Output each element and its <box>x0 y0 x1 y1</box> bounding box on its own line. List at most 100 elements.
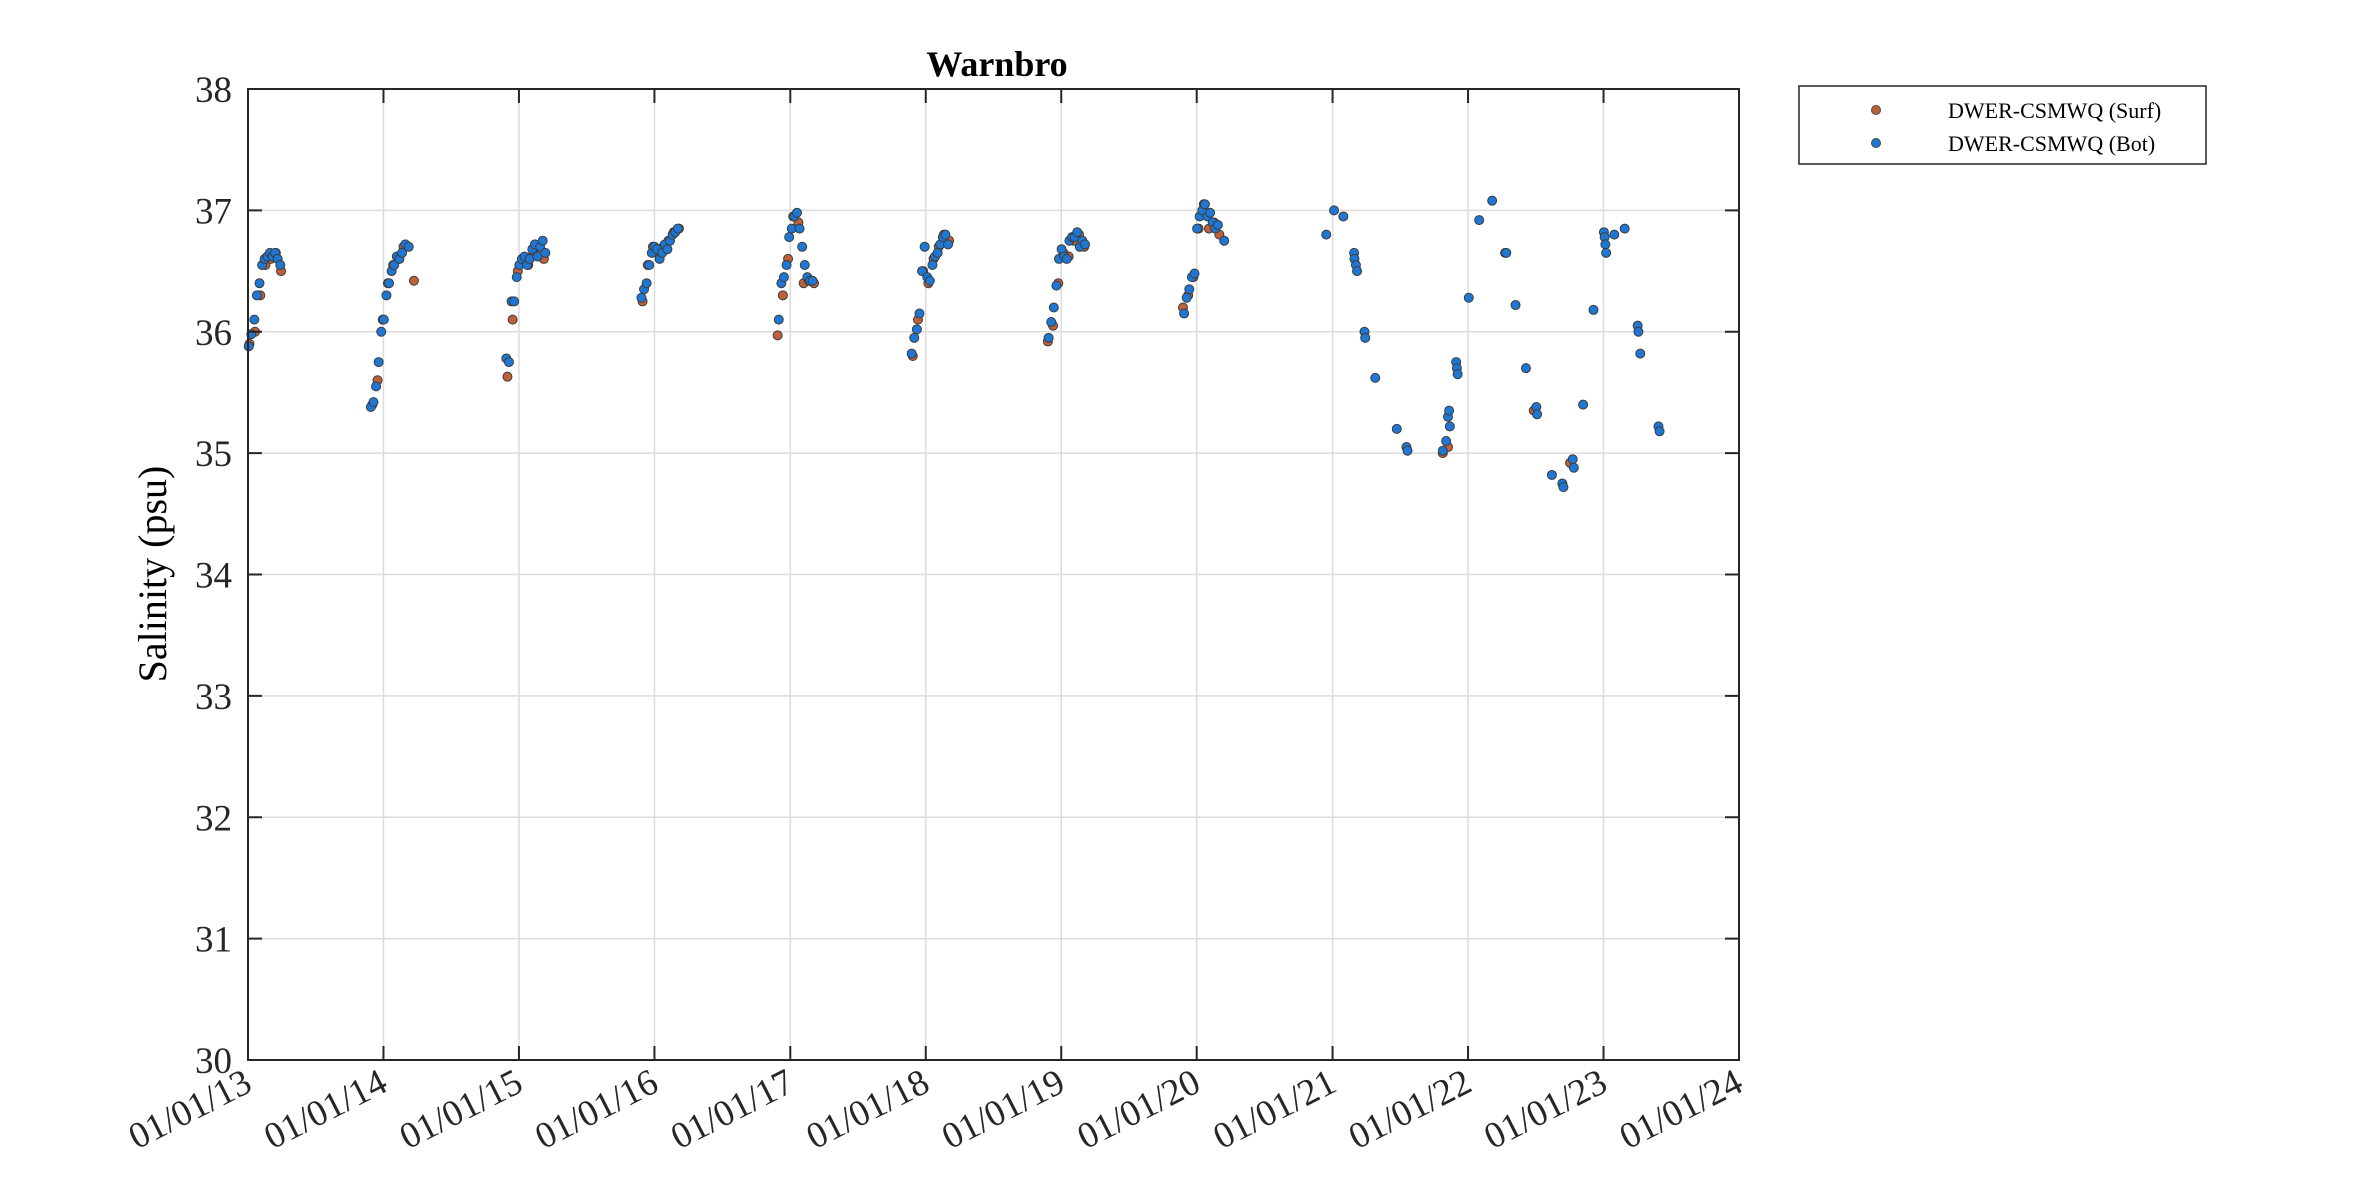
y-tick-label: 31 <box>195 920 232 961</box>
data-point <box>1079 239 1090 250</box>
data-point <box>1179 308 1190 319</box>
data-point <box>1463 292 1474 303</box>
data-point <box>1192 223 1203 234</box>
data-point <box>403 241 414 252</box>
y-tick-label: 34 <box>195 556 232 597</box>
data-point <box>1474 215 1485 226</box>
data-point <box>1352 266 1363 277</box>
data-point <box>537 235 548 246</box>
data-point <box>502 371 513 382</box>
data-point <box>1501 247 1512 258</box>
data-point <box>1437 445 1448 456</box>
series-1 <box>243 195 1665 493</box>
legend-marker-surf <box>1871 105 1881 115</box>
data-point <box>791 207 802 218</box>
data-point <box>644 259 655 270</box>
data-point <box>773 314 784 325</box>
x-tick-label: 01/01/14 <box>258 1061 394 1157</box>
data-point <box>672 223 683 234</box>
x-tick-label: 01/01/20 <box>1071 1061 1207 1157</box>
data-point <box>1600 239 1611 250</box>
data-point <box>373 357 384 368</box>
data-point <box>1219 235 1230 246</box>
x-tick-label: 01/01/24 <box>1613 1061 1749 1157</box>
data-point <box>1487 195 1498 206</box>
y-tick-label: 37 <box>195 191 232 232</box>
data-point <box>1568 462 1579 473</box>
data-point <box>368 397 379 408</box>
data-point <box>1633 326 1644 337</box>
data-point <box>1184 284 1195 295</box>
data-point <box>503 357 514 368</box>
data-point <box>906 348 917 359</box>
y-axis-label: Salinity (psu) <box>130 466 175 683</box>
data-point <box>927 259 938 270</box>
data-point <box>249 314 260 325</box>
data-point <box>1338 211 1349 222</box>
legend-marker-bot <box>1871 138 1881 148</box>
data-point <box>371 381 382 392</box>
data-point <box>781 259 792 270</box>
x-tick-label: 01/01/17 <box>665 1061 801 1157</box>
data-point <box>1199 199 1210 210</box>
data-point <box>794 223 805 234</box>
data-point <box>397 247 408 258</box>
legend-label-bot: DWER-CSMWQ (Bot) <box>1948 131 2155 156</box>
data-point <box>1452 369 1463 380</box>
y-tick-label: 30 <box>195 1041 232 1082</box>
x-tick-label: 01/01/15 <box>393 1061 529 1157</box>
data-point <box>1046 317 1057 328</box>
data-point <box>1048 302 1059 313</box>
data-point <box>381 290 392 301</box>
data-point <box>778 272 789 283</box>
data-point <box>1402 445 1413 456</box>
x-tick-label: 01/01/13 <box>122 1061 258 1157</box>
y-tick-label: 36 <box>195 313 232 354</box>
legend: DWER-CSMWQ (Surf) DWER-CSMWQ (Bot) <box>1798 85 2207 165</box>
y-tick-label: 32 <box>195 798 232 839</box>
data-point <box>275 259 286 270</box>
data-point <box>772 330 783 341</box>
data-point <box>384 278 395 289</box>
data-point <box>1588 304 1599 315</box>
data-point <box>641 278 652 289</box>
data-point <box>943 239 954 250</box>
data-point <box>914 308 925 319</box>
data-point <box>807 275 818 286</box>
data-point <box>1601 247 1612 258</box>
data-point <box>1546 469 1557 480</box>
data-point <box>1329 205 1340 216</box>
data-point <box>636 292 647 303</box>
data-point <box>919 241 930 252</box>
data-point <box>1619 223 1630 234</box>
x-tick-label: 01/01/16 <box>529 1061 665 1157</box>
data-point <box>911 324 922 335</box>
data-point <box>1441 435 1452 446</box>
data-point <box>924 275 935 286</box>
x-tick-label: 01/01/19 <box>935 1061 1071 1157</box>
data-point <box>784 232 795 243</box>
data-point <box>1360 332 1371 343</box>
data-point <box>376 326 387 337</box>
data-point <box>1532 409 1543 420</box>
data-point <box>1520 363 1531 374</box>
data-point <box>1391 423 1402 434</box>
data-point <box>1051 280 1062 291</box>
data-point <box>1578 399 1589 410</box>
data-point <box>1043 332 1054 343</box>
y-tick-label: 33 <box>195 677 232 718</box>
data-point <box>1205 207 1216 218</box>
data-point <box>1370 372 1381 383</box>
data-point <box>254 278 265 289</box>
data-point <box>1072 227 1083 238</box>
y-tick-label: 38 <box>195 70 232 111</box>
data-point <box>1061 253 1072 264</box>
y-tick-label: 35 <box>195 434 232 475</box>
legend-box <box>1798 85 2207 165</box>
series-0 <box>244 199 1576 468</box>
data-point <box>799 259 810 270</box>
data-point <box>662 244 673 255</box>
data-point <box>507 314 518 325</box>
